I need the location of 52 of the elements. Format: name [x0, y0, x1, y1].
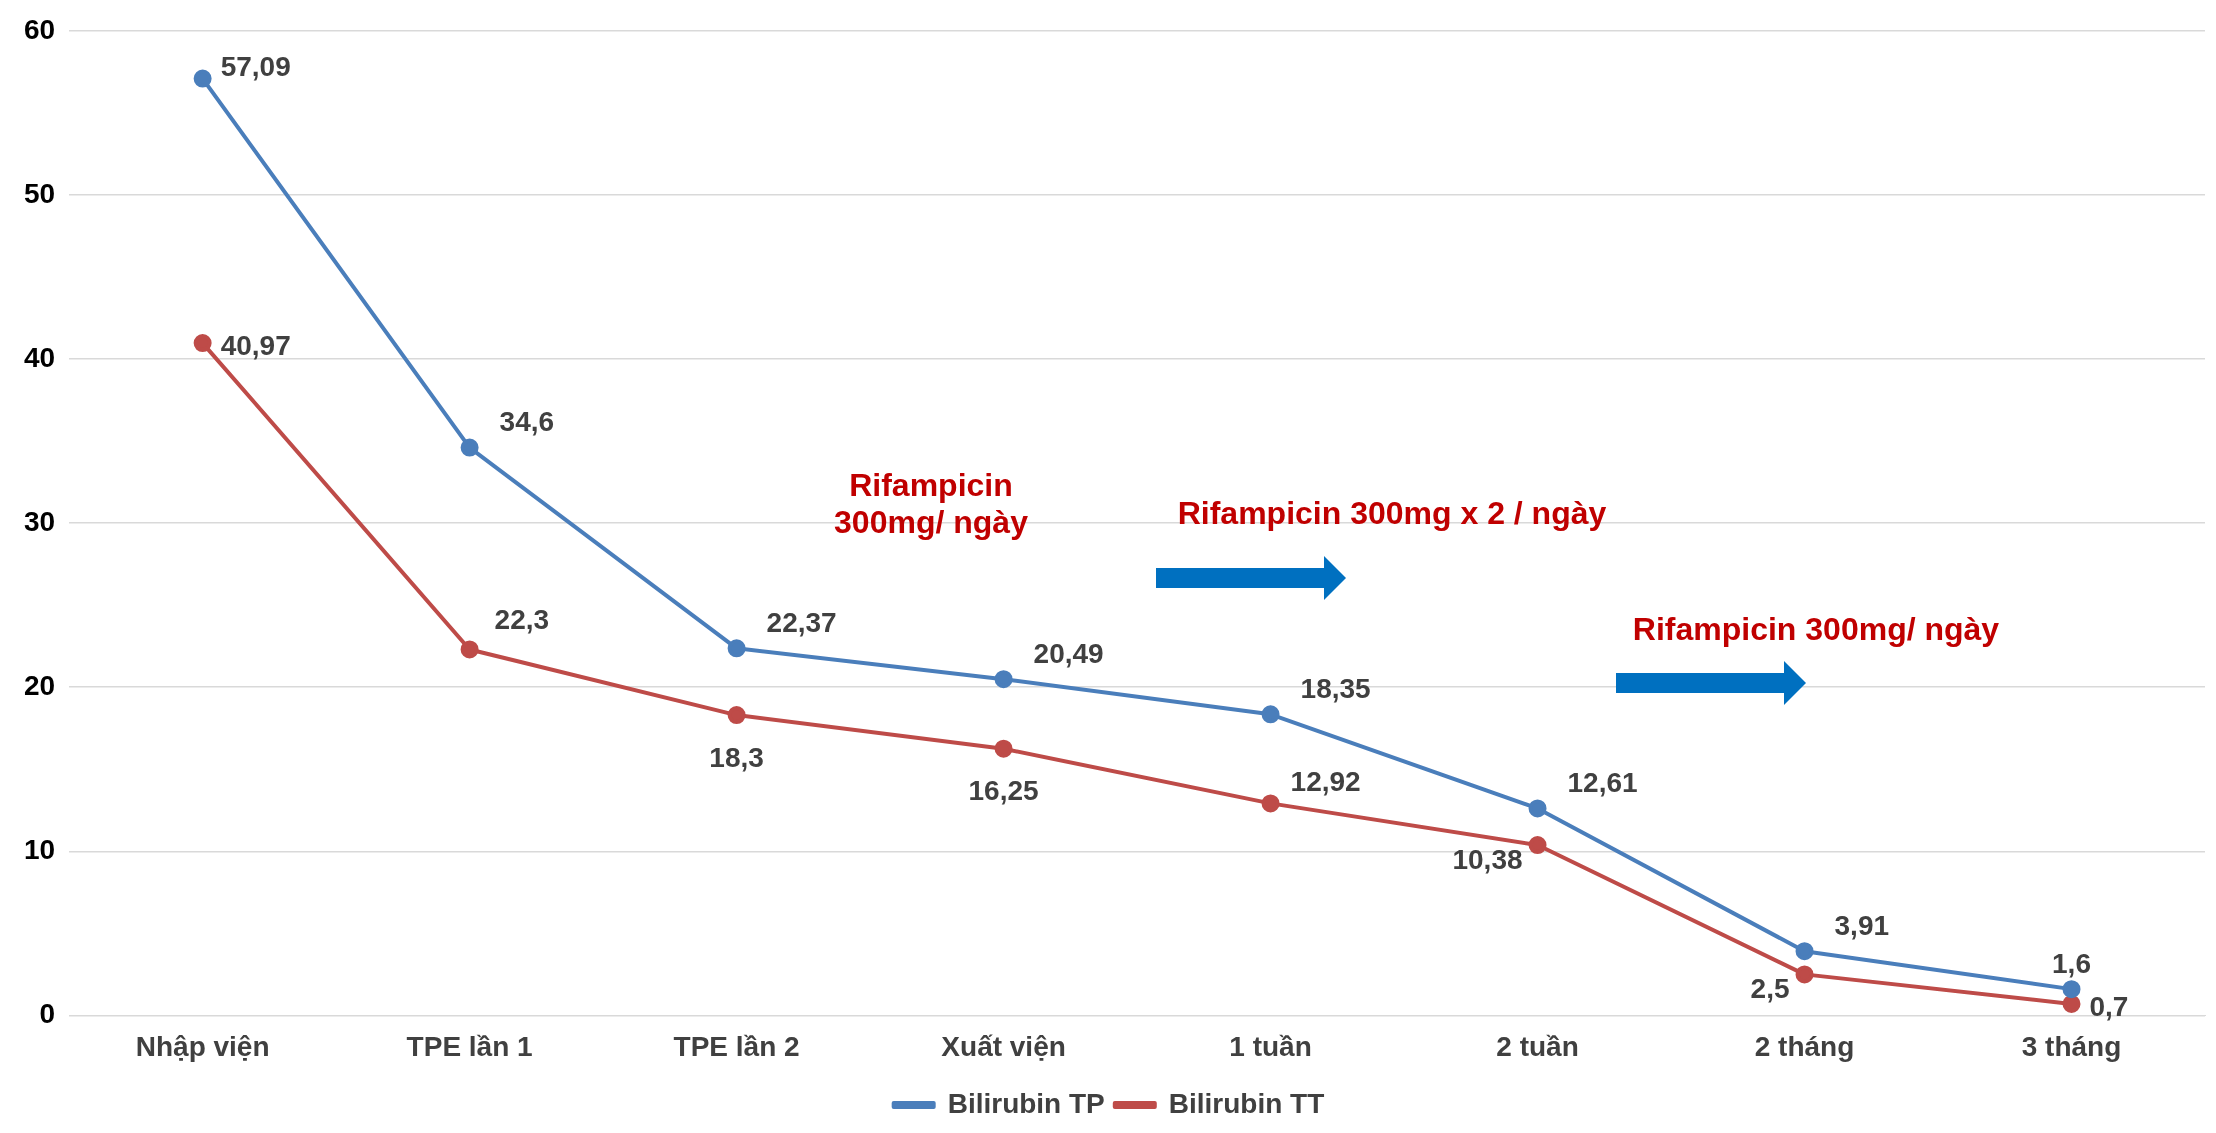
point — [1528, 836, 1547, 855]
data-label: 12,92 — [1290, 766, 1361, 798]
data-label: 3,91 — [1834, 909, 1890, 941]
x-tick-label: 1 tuần — [1229, 1030, 1312, 1062]
data-label: 18,3 — [709, 741, 764, 773]
data-label: 18,35 — [1300, 673, 1371, 704]
x-tick-label: 3 tháng — [2021, 1030, 2122, 1062]
point — [994, 670, 1013, 689]
point — [1261, 705, 1280, 724]
data-label: 40,97 — [220, 329, 291, 361]
point — [1795, 965, 1814, 984]
data-label: 2,5 — [1750, 973, 1790, 1005]
data-label: 22,3 — [494, 604, 550, 636]
x-tick-label: TPE lần 2 — [673, 1030, 800, 1062]
point — [1261, 794, 1280, 813]
x-tick-label: TPE lần 1 — [406, 1030, 533, 1062]
point — [460, 640, 479, 659]
point — [727, 706, 746, 725]
data-label: 34,6 — [499, 406, 555, 438]
x-tick-label: Nhập viện — [135, 1030, 270, 1062]
point — [994, 739, 1013, 758]
data-label: 10,38 — [1452, 843, 1523, 875]
y-tick-label: 50 — [23, 177, 56, 209]
data-label: 20,49 — [1033, 637, 1104, 669]
y-tick-label: 20 — [23, 669, 56, 701]
annotation: Rifampicin 300mg x 2 / ngày — [1177, 494, 1607, 532]
data-label: 0,7 — [2089, 990, 2129, 1022]
data-label: 16,25 — [968, 775, 1039, 807]
annotation: Rifampicin 300mg/ ngày — [833, 467, 1029, 541]
y-tick-label: 60 — [23, 13, 56, 45]
y-tick-label: 0 — [39, 998, 56, 1030]
point — [727, 639, 746, 658]
point — [193, 334, 212, 353]
point — [460, 438, 479, 457]
y-tick-label: 10 — [23, 834, 56, 866]
legend-label: Bilirubin TT — [1168, 1087, 1325, 1119]
x-tick-label: 2 tuần — [1496, 1030, 1579, 1062]
point — [2062, 980, 2081, 999]
point — [2062, 994, 2081, 1013]
y-tick-label: 40 — [23, 341, 56, 373]
data-label: 22,37 — [766, 607, 837, 639]
y-tick-label: 30 — [23, 505, 56, 537]
point — [193, 69, 212, 88]
point — [1795, 942, 1814, 961]
point — [1528, 799, 1547, 818]
data-label: 57,09 — [220, 51, 291, 83]
data-label: 1,6 — [2052, 947, 2091, 979]
x-tick-label: 2 tháng — [1754, 1030, 1855, 1062]
legend-label: Bilirubin TP — [947, 1087, 1105, 1119]
annotation: Rifampicin 300mg/ ngày — [1632, 610, 2000, 648]
data-label: 12,61 — [1567, 767, 1638, 799]
x-tick-label: Xuất viện — [941, 1030, 1066, 1062]
